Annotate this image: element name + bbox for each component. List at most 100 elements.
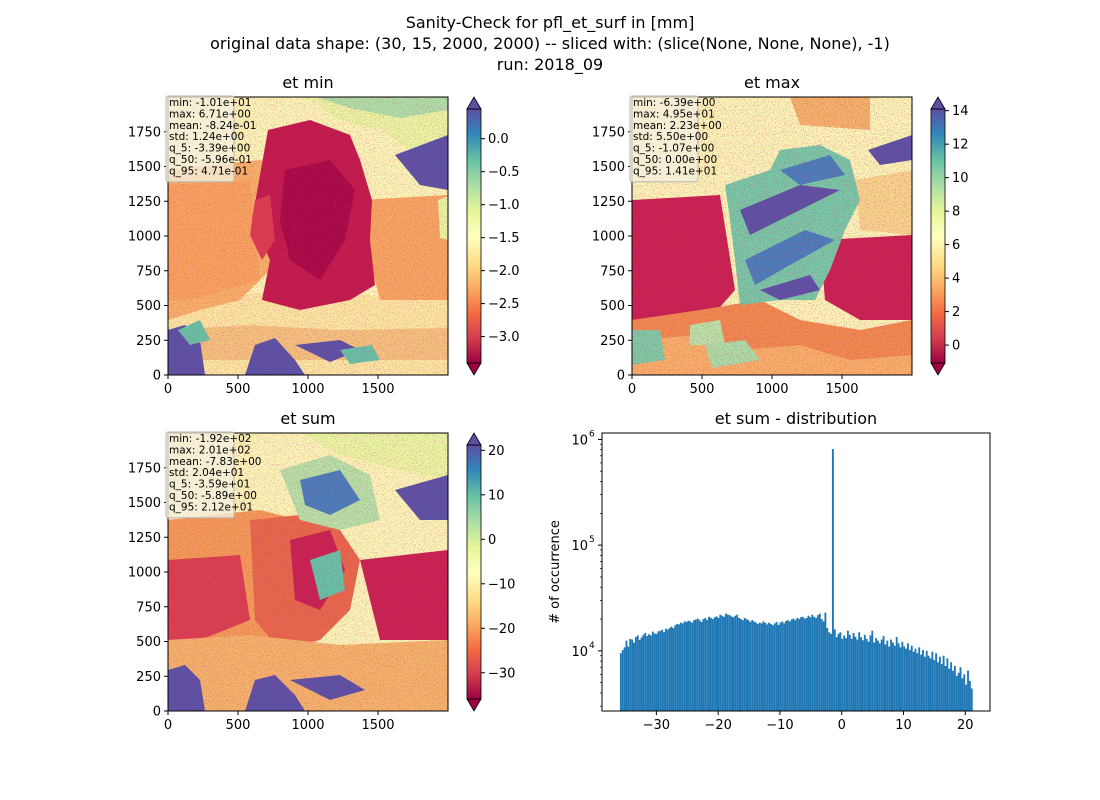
histogram-bar [734, 615, 737, 711]
colorbar-frame [466, 108, 482, 364]
y-tick-label: 1750 [128, 461, 161, 476]
y-tick-label: 1000 [128, 230, 161, 245]
histogram-bar [783, 623, 786, 711]
et-sum-panel: et sum 0 500 1000 1500 0 [128, 409, 516, 733]
stats-line: mean: -8.24e-01 [169, 120, 256, 132]
histogram-bar [848, 634, 851, 711]
colorbar-gradient [467, 445, 481, 699]
histogram-bar [655, 633, 658, 711]
colorbar-frame [466, 444, 482, 700]
histogram-bar [625, 640, 628, 711]
y-tick-label: 750 [136, 600, 161, 615]
histogram-bar [762, 621, 765, 711]
x-tick-label: 1000 [291, 718, 324, 733]
histogram-bar [833, 629, 836, 711]
histogram-bar [751, 620, 754, 711]
y-tick-label: 10 [571, 433, 588, 448]
distribution-ylabel: # of occurrence [548, 520, 563, 624]
colorbar-gradient [467, 109, 481, 363]
histogram-bar [777, 624, 780, 711]
histogram-bar [709, 617, 712, 711]
colorbar-tick-label: 12 [952, 138, 969, 153]
histogram-bar [755, 622, 757, 711]
histogram-bar [687, 620, 690, 711]
colorbar-tick-label: −20 [488, 622, 515, 637]
colorbar-tick-label: −30 [488, 666, 515, 681]
histogram-bar [713, 617, 716, 711]
histogram-bar [856, 639, 859, 711]
histogram-bar [807, 615, 810, 711]
histogram-bar [676, 623, 679, 711]
et-max-heatmap [632, 97, 912, 375]
histogram-bar [644, 632, 647, 711]
colorbar-tick-label: −1.0 [488, 198, 520, 213]
x-tick-label: 0 [628, 382, 636, 397]
stats-line: min: -1.01e+01 [169, 97, 251, 109]
histogram-bar [820, 619, 823, 711]
histogram-bar [657, 631, 660, 711]
histogram-bar [831, 449, 834, 711]
histogram-bar [858, 632, 861, 711]
histogram-bar [706, 619, 709, 711]
colorbar-tick-label: −3.0 [488, 330, 520, 345]
colorbar-tick-label: −1.5 [488, 231, 520, 246]
colorbar-tick-label: 0 [952, 339, 960, 354]
stats-line: q_5: -3.59e+01 [169, 479, 250, 491]
histogram-bar [743, 617, 746, 711]
histogram-bar [773, 623, 776, 711]
histogram-bar [942, 655, 945, 711]
histogram-bar [953, 665, 956, 711]
histogram-bar [668, 627, 671, 711]
histogram-bar [929, 658, 932, 711]
et-sum-distribution-panel: et sum - distribution # of occurrence −3… [548, 409, 991, 733]
histogram-bar [871, 630, 874, 711]
histogram-bar [961, 678, 964, 711]
histogram-bar [869, 635, 872, 711]
distribution-axes-frame [601, 432, 991, 712]
x-tick-label: 1500 [825, 382, 858, 397]
histogram-bar [805, 617, 808, 711]
histogram-bar [923, 656, 926, 711]
histogram-bar [691, 622, 694, 711]
histogram-bars [619, 449, 973, 711]
histogram-bar [715, 616, 718, 711]
histogram-bar [638, 639, 641, 711]
y-tick-label: 500 [136, 635, 161, 650]
histogram-bar [651, 631, 654, 711]
histogram-bar [860, 637, 862, 711]
histogram-bar [850, 638, 853, 711]
stats-box-background [165, 431, 235, 519]
histogram-bar [901, 641, 904, 711]
histogram-bar [959, 667, 962, 711]
y-tick-label: 1250 [592, 195, 625, 210]
histogram-bar [653, 633, 656, 711]
colorbar-tick-label: 10 [488, 488, 505, 503]
histogram-bar [623, 647, 626, 711]
colorbar-tick-label: 10 [952, 171, 969, 186]
histogram-bar [704, 617, 707, 711]
histogram-bar [927, 655, 930, 711]
y-tick-label: 1750 [128, 125, 161, 140]
colorbar-extend-max [466, 432, 482, 446]
histogram-bar [940, 664, 943, 711]
histogram-bar [912, 651, 915, 711]
histogram-bar [899, 647, 902, 711]
colorbar-tick-label: 4 [952, 272, 960, 287]
histogram-bar [648, 634, 650, 711]
histogram-bar [843, 635, 846, 711]
x-tick-label: 10 [895, 718, 912, 733]
et-max-colorbar: 14 12 10 8 6 4 2 0 [930, 96, 969, 376]
x-tick-label: −30 [643, 718, 670, 733]
colorbar-extend-max [466, 96, 482, 110]
histogram-bar [721, 615, 724, 711]
figure-title: Sanity-Check for pfl_et_surf in [mm] ori… [0, 12, 1100, 75]
histogram-bar [955, 675, 958, 711]
histogram-bar [826, 627, 829, 711]
histogram-bar [634, 637, 637, 711]
x-tick-label: −20 [704, 718, 731, 733]
histogram-bar [649, 635, 652, 711]
histogram-bar [775, 621, 778, 711]
colorbar-extend-min [466, 698, 482, 712]
